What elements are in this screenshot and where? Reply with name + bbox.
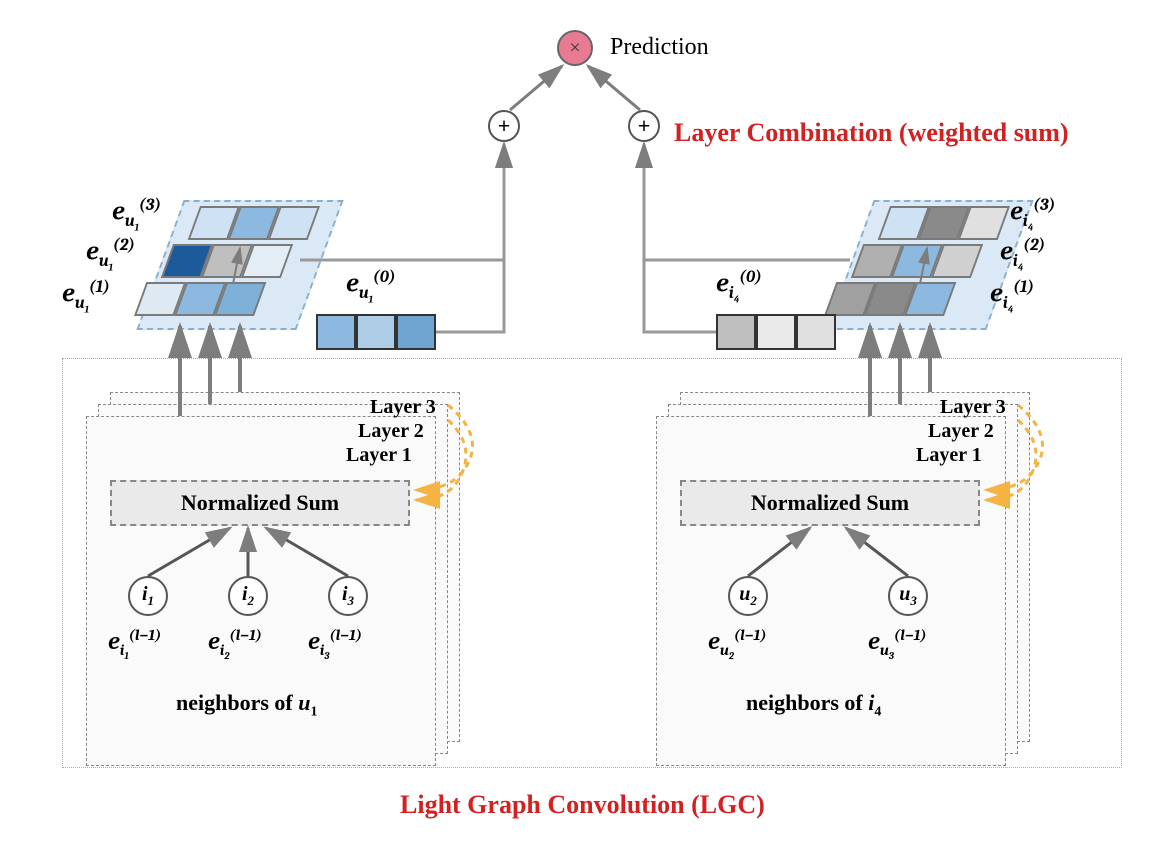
left-e1-label: eu1(1) xyxy=(62,278,110,315)
right-row-e1 xyxy=(824,282,982,316)
right-row-e3 xyxy=(878,206,1010,240)
right-e0-row xyxy=(716,314,836,350)
right-node-u3: u3 xyxy=(888,576,928,616)
left-node-i3: i3 xyxy=(328,576,368,616)
left-normalized-sum: Normalized Sum xyxy=(110,480,410,526)
left-plus-node: + xyxy=(488,110,520,142)
left-row-e1 xyxy=(134,282,292,316)
right-e2-label: ei4(2) xyxy=(1000,236,1045,273)
right-normalized-sum: Normalized Sum xyxy=(680,480,980,526)
left-row-e2 xyxy=(161,244,306,278)
prediction-node: × xyxy=(557,30,593,66)
right-layer3-label: Layer 3 xyxy=(940,396,1006,419)
right-emb-u3: eu3(l−1) xyxy=(868,626,927,662)
left-e0-label: eu1(0) xyxy=(346,268,396,305)
neighbors-i4-label: neighbors of i4 xyxy=(746,690,881,720)
right-plus-node: + xyxy=(628,110,660,142)
layer-comb-label: Layer Combination (weighted sum) xyxy=(674,118,1069,148)
right-row-e2 xyxy=(851,244,996,278)
left-layer1-label: Layer 1 xyxy=(346,444,412,467)
lgc-title: Light Graph Convolution (LGC) xyxy=(400,790,765,820)
right-node-u2: u2 xyxy=(728,576,768,616)
right-layer2-label: Layer 2 xyxy=(928,420,994,443)
left-row-e3 xyxy=(188,206,320,240)
left-emb-i3: ei3(l−1) xyxy=(308,626,362,662)
left-e0-row xyxy=(316,314,436,350)
left-layer2-label: Layer 2 xyxy=(358,420,424,443)
left-e3-label: eu1(3) xyxy=(112,196,161,233)
left-node-i2: i2 xyxy=(228,576,268,616)
right-layer1-label: Layer 1 xyxy=(916,444,982,467)
left-layer3-label: Layer 3 xyxy=(370,396,436,419)
neighbors-u1-label: neighbors of u1 xyxy=(176,690,318,720)
right-emb-u2: eu2(l−1) xyxy=(708,626,767,662)
right-e3-label: ei4(3) xyxy=(1010,196,1055,233)
right-e1-label: ei4(1) xyxy=(990,278,1034,315)
left-emb-i2: ei2(l−1) xyxy=(208,626,262,662)
prediction-label: Prediction xyxy=(610,34,709,61)
right-e0-label: ei4(0) xyxy=(716,268,762,305)
left-e2-label: eu1(2) xyxy=(86,236,135,273)
left-node-i1: i1 xyxy=(128,576,168,616)
left-emb-i1: ei1(l−1) xyxy=(108,626,161,662)
